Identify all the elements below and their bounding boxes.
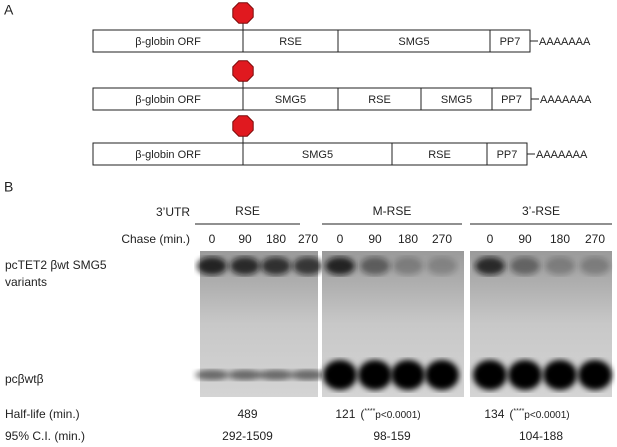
segment-label: SMG5 (275, 94, 306, 106)
upper-band (475, 257, 505, 275)
significance: ( (360, 407, 364, 421)
band-label: pcTET2 βwt SMG5 (5, 258, 107, 272)
half-life: 489 (237, 407, 257, 421)
significance: p<0.0001) (375, 410, 420, 421)
significance: **** (364, 408, 375, 415)
chase-time: 0 (337, 232, 344, 246)
chase-time: 90 (518, 232, 532, 246)
poly-a-tail: AAAAAAA (536, 149, 588, 161)
lower-band (578, 360, 612, 390)
confidence-interval: 292-1509 (222, 429, 273, 443)
stop-codon (232, 2, 254, 24)
poly-a-tail: AAAAAAA (539, 36, 591, 48)
significance: **** (513, 408, 524, 415)
group-name: 3’-RSE (522, 204, 560, 218)
stop-codon (232, 60, 254, 82)
chase-time: 0 (209, 232, 216, 246)
segment-label: RSE (428, 149, 451, 161)
upper-band (325, 257, 355, 275)
upper-band (230, 257, 260, 275)
row-label: Chase (min.) (121, 232, 190, 246)
segment-label: β-globin ORF (135, 149, 201, 161)
lower-band (291, 369, 325, 381)
half-life-value: 121 (335, 407, 355, 421)
half-life: 121 (****p<0.0001) (335, 407, 420, 421)
band-label: variants (5, 275, 47, 289)
upper-band (261, 257, 291, 275)
chase-time: 180 (398, 232, 418, 246)
stop-codon (232, 115, 254, 137)
half-life: 134 (****p<0.0001) (484, 407, 569, 421)
chase-time: 180 (266, 232, 286, 246)
panel-label: B (4, 179, 13, 195)
chase-time: 270 (298, 232, 318, 246)
chase-time: 90 (238, 232, 252, 246)
lower-band (323, 360, 357, 390)
chase-time: 180 (550, 232, 570, 246)
upper-band (197, 257, 227, 275)
lower-band (508, 360, 542, 390)
panel-label: A (4, 2, 14, 18)
poly-a-tail: AAAAAAA (540, 94, 592, 106)
significance: p<0.0001) (524, 410, 569, 421)
segment-label: SMG5 (302, 149, 333, 161)
row-label: 95% C.I. (min.) (5, 429, 85, 443)
chase-time: 0 (487, 232, 494, 246)
lower-band (358, 360, 392, 390)
segment-label: RSE (368, 94, 391, 106)
group-name: M-RSE (373, 204, 412, 218)
segment-label: SMG5 (398, 36, 429, 48)
upper-band (545, 257, 575, 275)
segment-label: β-globin ORF (135, 94, 201, 106)
significance: ( (509, 407, 513, 421)
lower-band (543, 360, 577, 390)
half-life-value: 134 (484, 407, 504, 421)
upper-band (293, 257, 323, 275)
chase-time: 270 (585, 232, 605, 246)
segment-label: RSE (279, 36, 302, 48)
confidence-interval: 104-188 (519, 429, 563, 443)
segment-label: PP7 (501, 94, 522, 106)
band-label: pcβwtβ (5, 372, 44, 386)
lower-band (473, 360, 507, 390)
chase-time: 270 (432, 232, 452, 246)
row-label: Half-life (min.) (5, 407, 80, 421)
lower-band (195, 369, 229, 381)
group-name: RSE (235, 204, 260, 218)
segment-label: PP7 (497, 149, 518, 161)
upper-band (360, 257, 390, 275)
row-label: 3’UTR (156, 205, 190, 219)
confidence-interval: 98-159 (373, 429, 411, 443)
upper-band (580, 257, 610, 275)
upper-band (510, 257, 540, 275)
lower-band (228, 369, 262, 381)
lower-band (259, 369, 293, 381)
upper-band (393, 257, 423, 275)
segment-label: SMG5 (441, 94, 472, 106)
segment-label: PP7 (500, 36, 521, 48)
segment-label: β-globin ORF (135, 36, 201, 48)
upper-band (427, 257, 457, 275)
lower-band (425, 360, 459, 390)
lower-band (391, 360, 425, 390)
chase-time: 90 (368, 232, 382, 246)
half-life-value: 489 (237, 407, 257, 421)
